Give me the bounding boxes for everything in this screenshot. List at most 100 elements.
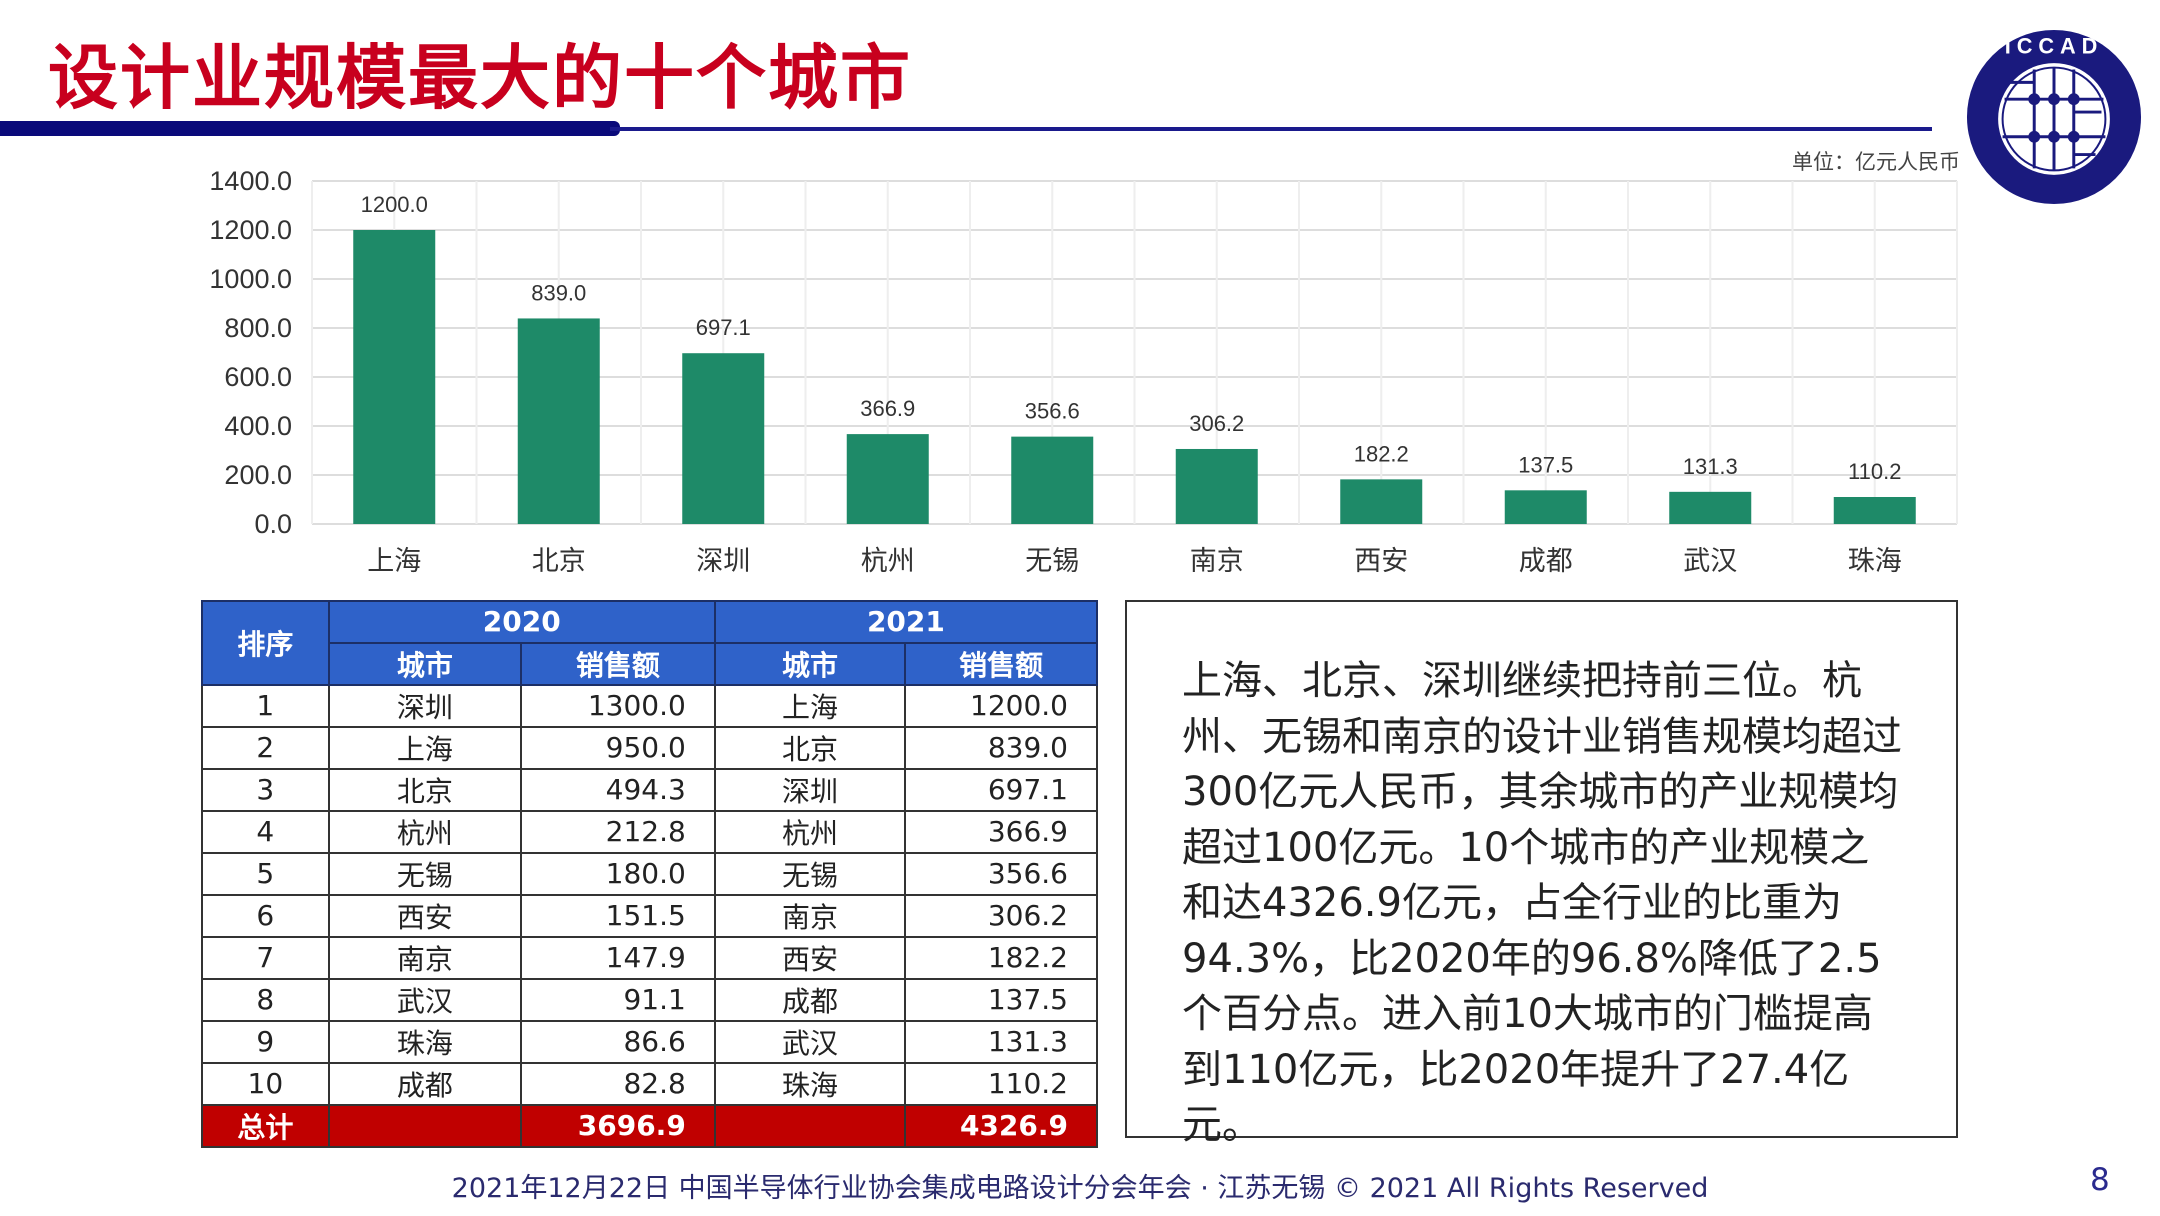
x-tick-label: 北京 <box>532 546 586 577</box>
city-cell: 珠海 <box>327 1019 523 1064</box>
x-tick-label: 上海 <box>367 546 421 577</box>
rank-cell: 7 <box>201 935 330 980</box>
sales-cell: 306.2 <box>904 893 1098 938</box>
data-label: 110.2 <box>1848 459 1901 484</box>
ranking-table: 排序 2020 2021 城市 销售额 城市 销售额 1 深圳 1300.0 上海 12… <box>201 600 1099 1148</box>
rank-cell: 1 <box>201 683 330 728</box>
table-row: 5 无锡 180.0 无锡 356.6 <box>201 851 1098 896</box>
bar <box>517 318 600 524</box>
sales-cell: 839.0 <box>904 725 1098 770</box>
table-row: 8 武汉 91.1 成都 137.5 <box>201 977 1098 1022</box>
city-cell: 武汉 <box>327 977 523 1022</box>
y-tick-label: 0.0 <box>254 509 292 539</box>
data-label: 839.0 <box>531 280 586 305</box>
rank-cell: 4 <box>201 809 330 854</box>
table-row: 4 杭州 212.8 杭州 366.9 <box>201 809 1098 854</box>
total-row: 总计 3696.9 4326.9 <box>201 1103 1098 1148</box>
city-cell: 北京 <box>327 767 523 812</box>
rank-cell: 5 <box>201 851 330 896</box>
table-row: 7 南京 147.9 西安 182.2 <box>201 935 1098 980</box>
sales-cell: 137.5 <box>904 977 1098 1022</box>
table-row: 6 西安 151.5 南京 306.2 <box>201 893 1098 938</box>
title-underline-thin <box>610 127 1932 131</box>
bar <box>846 434 929 524</box>
sales-cell: 131.3 <box>904 1019 1098 1064</box>
table-row: 3 北京 494.3 深圳 697.1 <box>201 767 1098 812</box>
data-label: 366.9 <box>860 396 915 421</box>
city-cell: 珠海 <box>713 1061 907 1106</box>
sales-cell: 182.2 <box>904 935 1098 980</box>
page-title: 设计业规模最大的十个城市 <box>48 37 912 119</box>
y-tick-label: 1200.0 <box>209 215 292 245</box>
sales-header: 销售额 <box>904 641 1098 686</box>
empty-cell <box>327 1103 523 1148</box>
city-cell: 深圳 <box>713 767 907 812</box>
total-2020: 3696.9 <box>520 1103 716 1148</box>
city-cell: 南京 <box>327 935 523 980</box>
sales-cell: 147.9 <box>520 935 716 980</box>
year-header-2021: 2021 <box>713 600 1099 644</box>
sales-cell: 950.0 <box>520 725 716 770</box>
sales-cell: 1200.0 <box>904 683 1098 728</box>
city-header: 城市 <box>713 641 907 686</box>
total-label: 总计 <box>201 1103 330 1148</box>
rank-cell: 10 <box>201 1061 330 1106</box>
city-cell: 北京 <box>713 725 907 770</box>
year-header-2020: 2020 <box>327 600 716 644</box>
bar <box>1340 479 1423 524</box>
sales-cell: 82.8 <box>520 1061 716 1106</box>
y-tick-label: 800.0 <box>224 313 292 343</box>
bar <box>1175 448 1258 524</box>
city-cell: 深圳 <box>327 683 523 728</box>
x-tick-label: 南京 <box>1190 546 1244 577</box>
x-tick-label: 无锡 <box>1025 546 1079 577</box>
city-cell: 成都 <box>713 977 907 1022</box>
city-cell: 上海 <box>713 683 907 728</box>
city-cell: 成都 <box>327 1061 523 1106</box>
rank-cell: 6 <box>201 893 330 938</box>
title-underline-thick <box>0 121 620 136</box>
sales-cell: 212.8 <box>520 809 716 854</box>
bar <box>1011 436 1094 524</box>
sales-cell: 1300.0 <box>520 683 716 728</box>
sales-cell: 180.0 <box>520 851 716 896</box>
bar <box>682 353 765 524</box>
city-header: 城市 <box>327 641 523 686</box>
data-label: 137.5 <box>1518 452 1573 477</box>
rank-cell: 8 <box>201 977 330 1022</box>
sales-cell: 91.1 <box>520 977 716 1022</box>
sales-cell: 86.6 <box>520 1019 716 1064</box>
x-tick-label: 西安 <box>1354 546 1408 577</box>
sales-header: 销售额 <box>520 641 716 686</box>
city-cell: 西安 <box>327 893 523 938</box>
unit-label: 单位：亿元人民币 <box>1792 150 1960 174</box>
city-cell: 杭州 <box>713 809 907 854</box>
data-label: 356.6 <box>1025 399 1080 424</box>
empty-cell <box>713 1103 907 1148</box>
x-tick-label: 深圳 <box>696 546 750 577</box>
x-tick-label: 成都 <box>1519 546 1573 577</box>
y-tick-label: 1000.0 <box>209 264 292 294</box>
y-tick-label: 200.0 <box>224 460 292 490</box>
sales-cell: 697.1 <box>904 767 1098 812</box>
city-cell: 西安 <box>713 935 907 980</box>
y-tick-label: 400.0 <box>224 411 292 441</box>
data-label: 1200.0 <box>361 192 428 217</box>
sales-cell: 366.9 <box>904 809 1098 854</box>
total-2021: 4326.9 <box>904 1103 1098 1148</box>
table-row: 10 成都 82.8 珠海 110.2 <box>201 1061 1098 1106</box>
footer: 2021年12月22日 中国半导体行业协会集成电路设计分会年会 · 江苏无锡 ©… <box>451 1173 1709 1204</box>
y-tick-label: 600.0 <box>224 362 292 392</box>
table-row: 2 上海 950.0 北京 839.0 <box>201 725 1098 770</box>
sales-cell: 110.2 <box>904 1061 1098 1106</box>
table-row: 1 深圳 1300.0 上海 1200.0 <box>201 683 1098 728</box>
svg-text:ICCAD: ICCAD <box>2005 34 2104 59</box>
bar <box>353 230 436 524</box>
city-cell: 武汉 <box>713 1019 907 1064</box>
bar <box>1833 497 1916 524</box>
page-number: 8 <box>2090 1162 2110 1198</box>
x-tick-label: 武汉 <box>1683 546 1737 577</box>
city-cell: 无锡 <box>327 851 523 896</box>
data-label: 697.1 <box>696 315 751 340</box>
sales-cell: 356.6 <box>904 851 1098 896</box>
